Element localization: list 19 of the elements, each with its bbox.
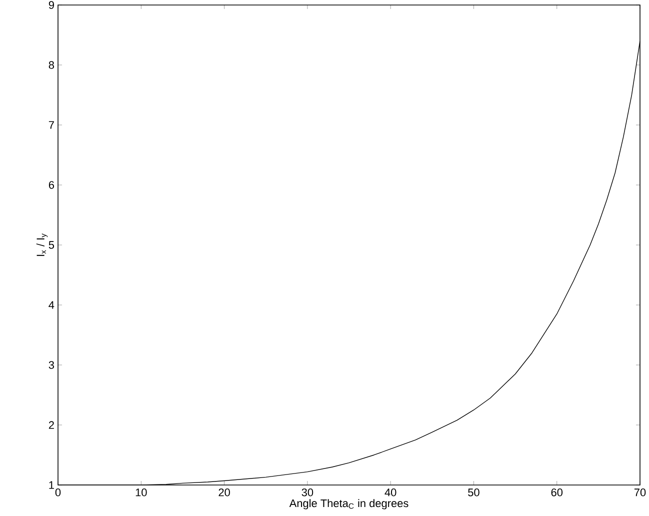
x-axis-title: Angle Theta$_{C}$ in degrees xyxy=(289,499,408,510)
y-tick-label: 9 xyxy=(48,1,54,9)
x-tick-label: 30 xyxy=(302,488,314,496)
x-tick-label: 70 xyxy=(634,488,646,496)
y-tick-label: 6 xyxy=(48,181,54,189)
y-tick-label: 8 xyxy=(48,61,54,69)
x-tick-label: 0 xyxy=(55,488,61,496)
y-tick-label: 7 xyxy=(48,121,54,129)
x-tick-label: 10 xyxy=(136,488,147,496)
x-tick-label: 50 xyxy=(468,488,480,496)
x-tick-label: 20 xyxy=(218,488,230,496)
y-tick-label: 3 xyxy=(48,361,54,369)
y-tick-label: 4 xyxy=(48,301,54,309)
y-tick-label: 5 xyxy=(48,241,54,249)
y-axis-title: I$_{x}$ / I$_{y}$ xyxy=(36,234,48,256)
x-tick-label: 40 xyxy=(384,488,396,496)
y-tick-label: 2 xyxy=(48,421,54,429)
y-tick-label: 1 xyxy=(49,481,54,489)
x-tick-label: 60 xyxy=(551,488,563,496)
